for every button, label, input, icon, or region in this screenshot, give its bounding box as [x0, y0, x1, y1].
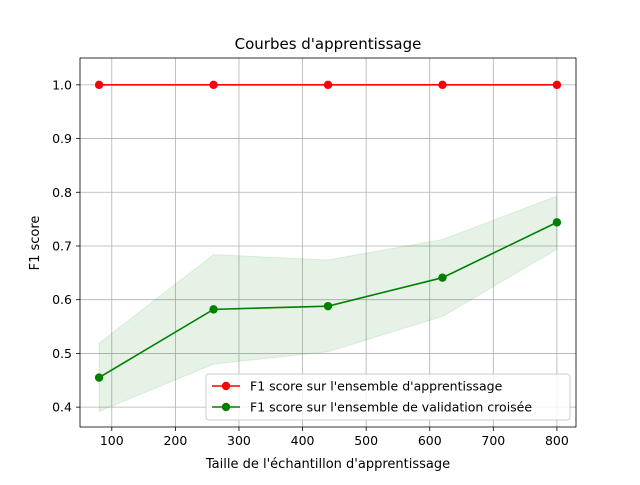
series-0-point — [552, 80, 562, 90]
series-0-point — [323, 80, 333, 90]
x-tick-label: 200 — [163, 433, 187, 448]
legend-label-1: F1 score sur l'ensemble de validation cr… — [250, 400, 532, 415]
x-tick-label: 400 — [291, 433, 315, 448]
y-tick-label: 0.8 — [52, 185, 72, 200]
series-1-point — [438, 273, 447, 282]
y-tick-label: 0.5 — [52, 346, 72, 361]
y-tick-label: 1.0 — [52, 77, 72, 92]
axes-layer: 100 200 300 400 500 600 700 800 0.4 0.5 0.6 0.7 0.8 0… — [52, 57, 577, 448]
legend-box — [205, 373, 571, 421]
series-0-point — [94, 80, 104, 90]
series-0-point — [209, 80, 218, 90]
legend-marker-0 — [221, 381, 231, 391]
series-0-point — [438, 80, 447, 90]
x-axis-title: Taille de l'échantillon d'apprentissage — [205, 457, 450, 472]
line-layer — [94, 80, 562, 382]
chart-title: Courbes d'apprentissage — [235, 35, 422, 53]
legend: F1 score sur l'ensemble d'apprentissage F… — [205, 373, 571, 421]
x-tick-label: 800 — [545, 433, 569, 448]
series-1-point — [552, 218, 562, 227]
x-tick-label: 300 — [227, 433, 251, 448]
plot-frame — [79, 57, 577, 428]
y-tick-label: 0.4 — [52, 400, 72, 415]
y-tick-label: 0.6 — [52, 292, 72, 307]
x-tick-label: 100 — [100, 433, 124, 448]
series-1-point — [94, 373, 104, 382]
x-tick-label: 600 — [418, 433, 442, 448]
legend-label-0: F1 score sur l'ensemble d'apprentissage — [250, 379, 503, 394]
y-axis-title: F1 score — [28, 216, 43, 271]
y-tick-label: 0.7 — [52, 238, 72, 253]
series-1-point — [209, 305, 218, 314]
grid-layer — [80, 58, 576, 427]
x-tick-label: 700 — [481, 433, 505, 448]
series-1-point — [323, 301, 333, 311]
legend-marker-1 — [221, 402, 231, 412]
y-tick-label: 0.9 — [52, 131, 72, 146]
x-tick-label: 500 — [354, 433, 378, 448]
